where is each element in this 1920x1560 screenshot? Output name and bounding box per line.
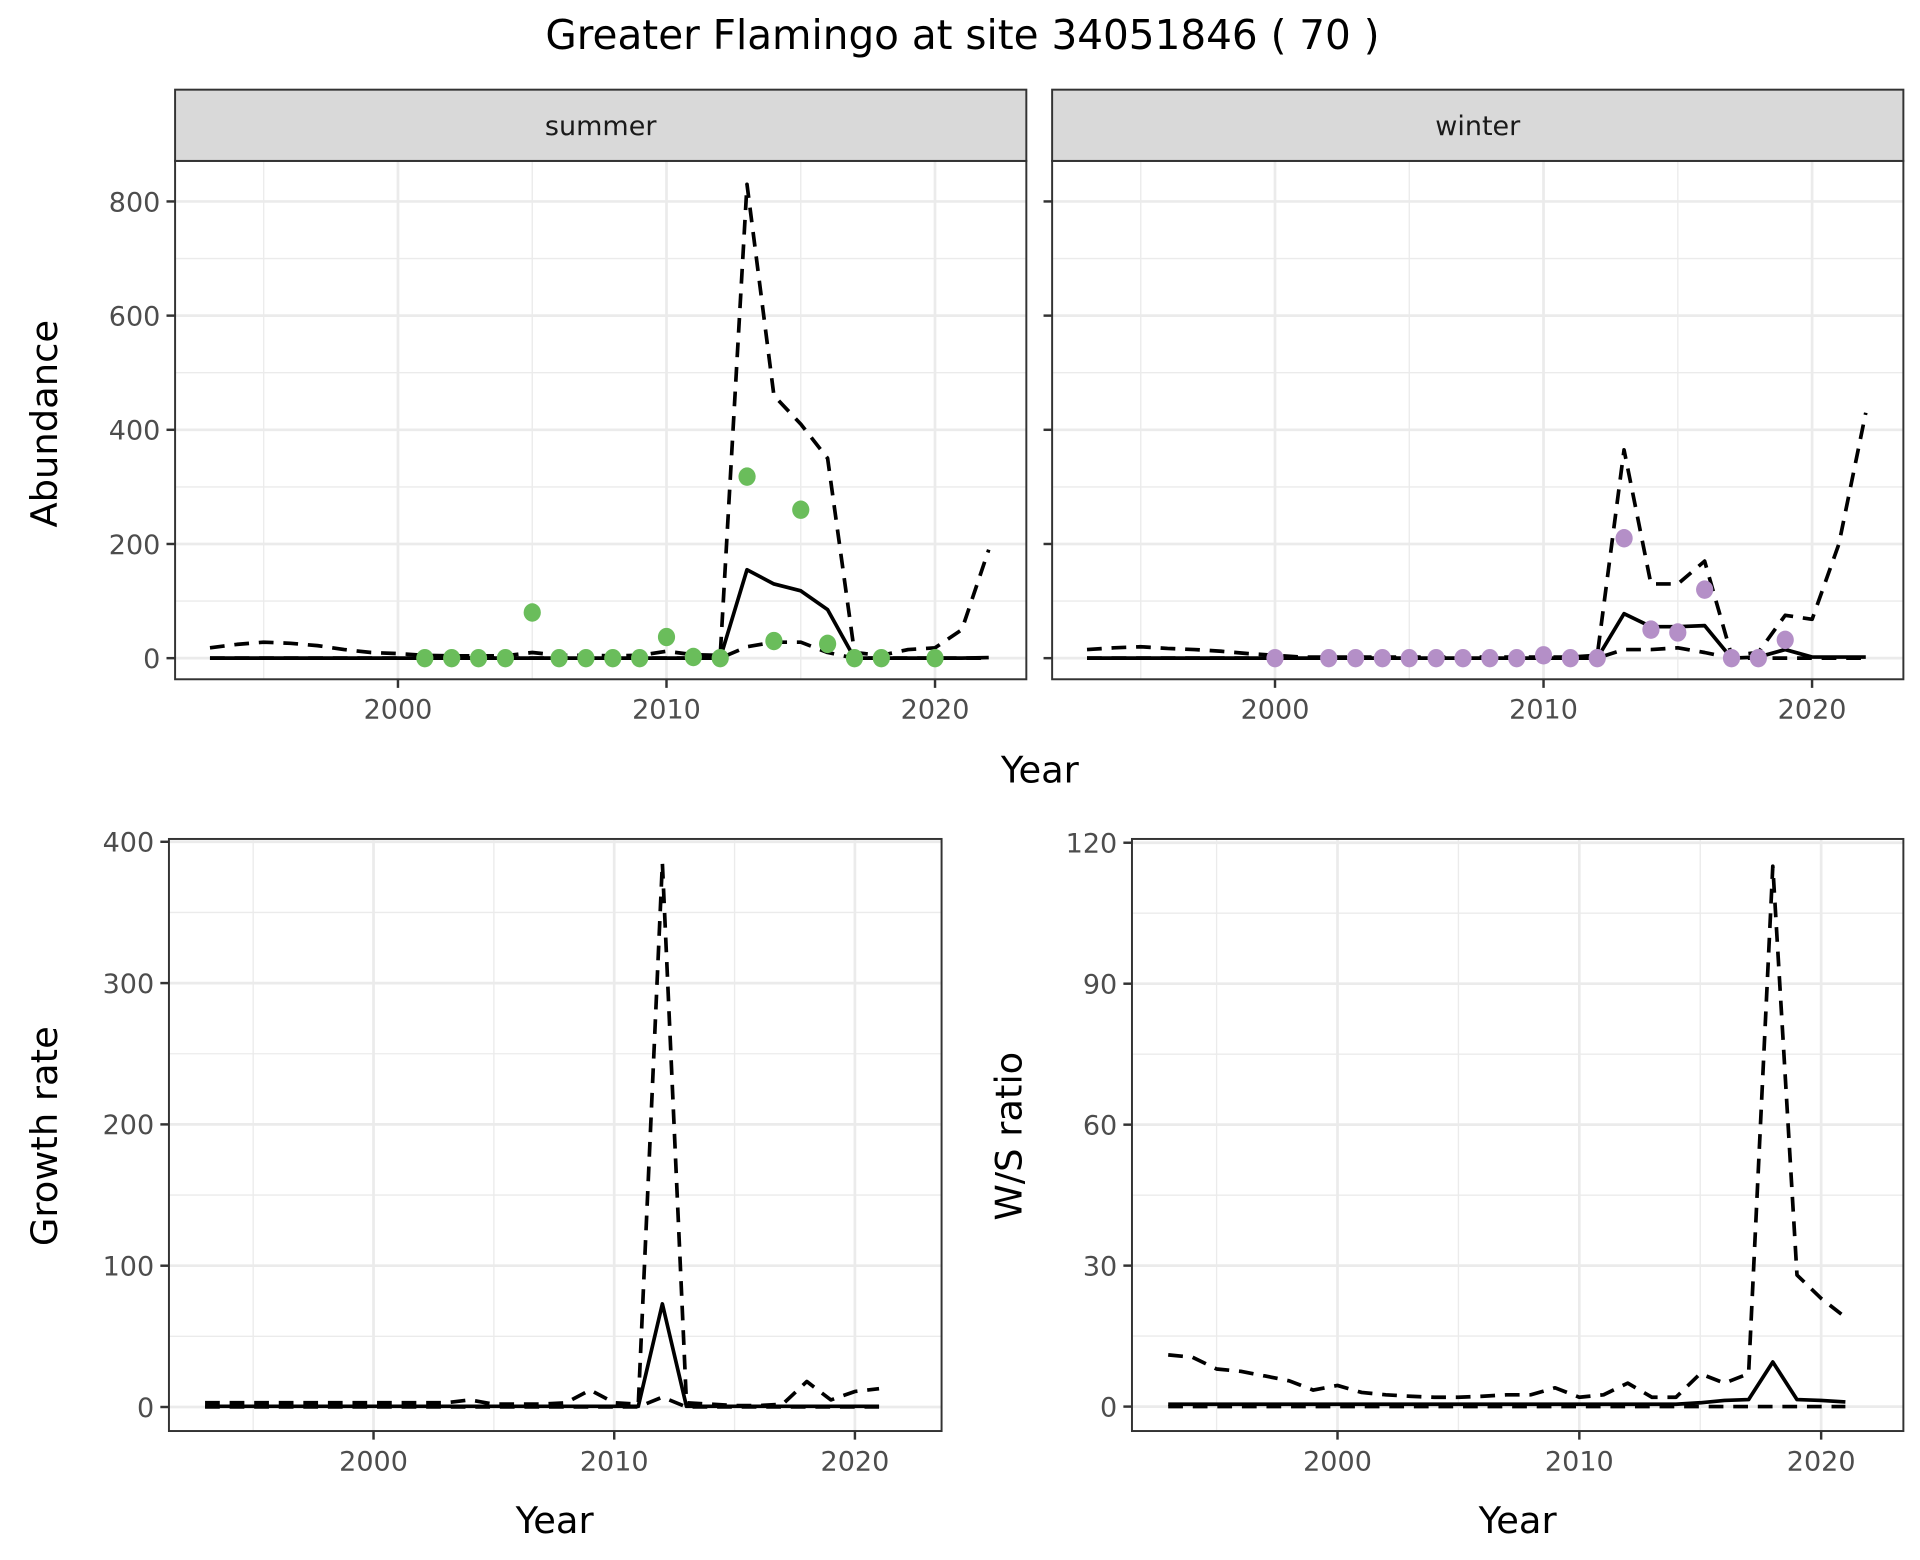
x-tick-label: 2020: [1787, 1446, 1856, 1477]
data-point: [792, 500, 810, 519]
x-tick-label: 2010: [632, 695, 701, 726]
data-point: [631, 648, 649, 668]
y-tick-label: 200: [109, 530, 161, 561]
y-axis-title-growth: Growth rate: [23, 1026, 66, 1246]
data-point: [1534, 646, 1553, 665]
x-tick-label: 2020: [821, 1446, 890, 1477]
x-tick-label: 2020: [901, 695, 970, 726]
x-tick-label: 2010: [1545, 1446, 1614, 1477]
data-point: [1320, 648, 1338, 668]
data-point: [577, 648, 595, 668]
series-line-upper: [1168, 864, 1847, 1400]
data-point: [523, 603, 541, 622]
y-tick-label: 30: [1083, 1251, 1117, 1282]
data-point: [657, 627, 676, 647]
series-line-lower: [209, 640, 989, 660]
plot-background: [1131, 838, 1904, 1432]
chart-title: Greater Flamingo at site 34051846 ( 70 ): [545, 11, 1379, 59]
data-point: [845, 648, 864, 668]
x-axis-title-top: Year: [1000, 748, 1080, 791]
series-line-lower: [205, 1395, 880, 1409]
facet-strip: [174, 88, 1028, 162]
data-point: [1642, 620, 1660, 639]
data-point: [416, 648, 434, 668]
x-tick-label: 2000: [1303, 1446, 1372, 1477]
data-point: [1481, 648, 1499, 668]
data-point: [711, 648, 729, 668]
plot-background: [168, 838, 942, 1432]
data-point: [1266, 648, 1284, 668]
panel-border: [1130, 837, 1905, 1433]
y-tick-label: 400: [109, 416, 161, 447]
data-point: [469, 648, 488, 668]
y-tick-label: 120: [1066, 829, 1118, 860]
x-tick-label: 2000: [1241, 695, 1310, 726]
y-tick-label: 300: [103, 969, 155, 1000]
data-point: [1615, 529, 1633, 548]
data-point: [926, 648, 944, 668]
data-point: [1669, 623, 1687, 642]
data-point: [1427, 648, 1445, 668]
data-point: [819, 634, 837, 654]
y-tick-label: 100: [103, 1252, 155, 1283]
data-point: [1749, 648, 1767, 668]
plot-background: [175, 160, 1027, 680]
data-point: [1508, 648, 1526, 668]
y-tick-label: 90: [1083, 970, 1117, 1001]
data-point: [1696, 580, 1714, 599]
data-point: [1776, 630, 1794, 650]
x-axis-title-growth: Year: [515, 1499, 595, 1542]
x-tick-label: 2010: [580, 1446, 649, 1477]
data-point: [1400, 648, 1418, 668]
panel-growth: 2000 2010 2020 0 100 200 300 400: [103, 828, 943, 1477]
panel-border: [167, 837, 943, 1433]
series-line-mean: [1168, 1360, 1846, 1407]
y-tick-label: 60: [1083, 1110, 1117, 1141]
data-point: [872, 648, 890, 668]
y-axis-title-abundance: Abundance: [23, 320, 66, 528]
data-point: [604, 648, 622, 668]
x-tick-label: 2020: [1778, 695, 1847, 726]
y-tick-label: 0: [137, 1393, 154, 1424]
data-point: [1454, 648, 1472, 668]
y-tick-label: 0: [1100, 1392, 1117, 1423]
data-point: [1588, 648, 1606, 668]
x-tick-label: 2010: [1509, 695, 1578, 726]
y-axis-title-ratio: W/S ratio: [987, 1052, 1030, 1221]
y-tick-label: 200: [103, 1110, 155, 1141]
panel-ratio: 2000 2010 2020 0 30 60 90 120: [1066, 829, 1905, 1477]
data-point: [684, 647, 702, 667]
facet-strip: [1051, 88, 1905, 162]
y-tick-label: 800: [109, 187, 161, 218]
data-point: [765, 631, 783, 651]
data-point: [738, 467, 756, 486]
x-tick-label: 2000: [364, 695, 433, 726]
x-axis-title-ratio: Year: [1478, 1499, 1558, 1542]
data-point: [1373, 648, 1392, 668]
panel-winter: winter 2000 2010 2020: [1043, 88, 1905, 726]
panel-summer: summer 2000 2010 2020 0 200 400 600 800: [109, 88, 1028, 726]
facet-strip-label: winter: [1435, 111, 1521, 142]
data-point: [1561, 648, 1579, 668]
plot-background: [1052, 160, 1904, 680]
facet-strip-label: summer: [545, 111, 657, 142]
data-point: [443, 648, 461, 668]
y-tick-label: 600: [109, 301, 161, 332]
x-tick-label: 2000: [339, 1446, 408, 1477]
data-point: [496, 648, 514, 668]
y-tick-label: 400: [103, 828, 155, 859]
data-point: [550, 648, 568, 668]
y-tick-label: 0: [143, 644, 160, 675]
data-point: [1346, 648, 1365, 668]
data-point: [1722, 648, 1741, 668]
